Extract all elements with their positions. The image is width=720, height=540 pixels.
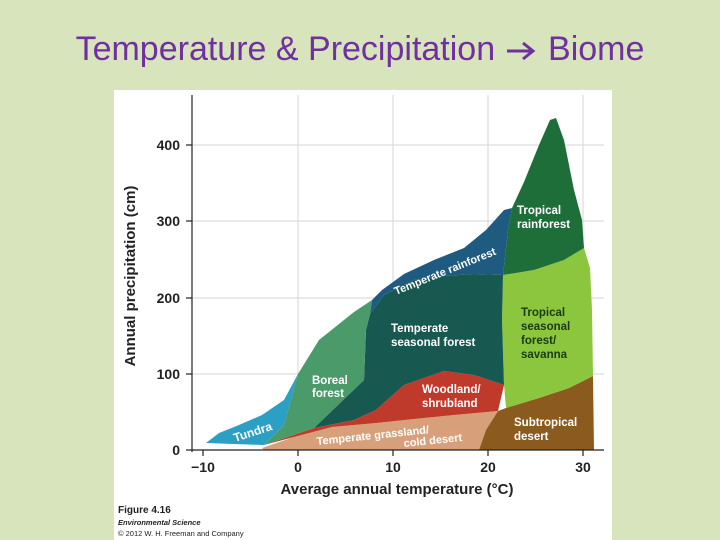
caption-book: Environmental Science — [118, 518, 201, 527]
label-tropical-seasonal-line4: savanna — [521, 349, 568, 361]
region-tropical-rainforest — [503, 118, 584, 275]
x-tick-30: 30 — [575, 459, 591, 475]
label-tropical-seasonal-line2: seasonal — [521, 321, 570, 333]
x-axis-label: Average annual temperature (°C) — [280, 481, 513, 498]
region-temperate-seasonal-forest — [314, 274, 504, 428]
label-temperate-seasonal-line1: Temperate — [391, 323, 448, 335]
x-tick-0: 0 — [294, 459, 302, 475]
label-boreal-line1: Boreal — [312, 375, 348, 387]
region-subtropical-desert — [479, 376, 594, 450]
x-tick-20: 20 — [480, 459, 496, 475]
y-axis-label: Annual precipitation (cm) — [122, 186, 139, 367]
region-boreal-forest — [264, 300, 372, 445]
y-tick-100: 100 — [157, 366, 181, 382]
y-tick-300: 300 — [157, 213, 181, 229]
label-boreal-line2: forest — [312, 388, 344, 400]
caption-figure-number: Figure 4.16 — [118, 505, 171, 516]
label-tropical-rainforest-line2: rainforest — [517, 219, 570, 231]
label-woodland-line1: Woodland/ — [422, 384, 481, 396]
label-temperate-seasonal-line2: seasonal forest — [391, 337, 476, 349]
slide-title: Temperature & Precipitation Biome — [0, 30, 720, 69]
biome-diagram: 400 300 200 100 0 −10 0 10 20 30 Average… — [118, 95, 604, 538]
title-right: Biome — [548, 30, 645, 68]
biome-figure: 400 300 200 100 0 −10 0 10 20 30 Average… — [114, 90, 612, 540]
region-tropical-seasonal-forest — [502, 248, 593, 408]
label-woodland-line2: shrubland — [422, 398, 478, 410]
label-tropical-seasonal-line3: forest/ — [521, 335, 557, 347]
right-arrow-icon — [506, 41, 535, 61]
axes — [186, 95, 604, 456]
y-tick-400: 400 — [157, 137, 181, 153]
x-tick-minus10: −10 — [191, 459, 215, 475]
title-left: Temperature & Precipitation — [75, 30, 496, 68]
label-subtropical-desert-line1: Subtropical — [514, 417, 577, 429]
y-tick-0: 0 — [172, 442, 180, 458]
region-tundra — [206, 374, 298, 445]
caption-copyright: © 2012 W. H. Freeman and Company — [118, 529, 244, 538]
label-tropical-seasonal-line1: Tropical — [521, 307, 565, 319]
y-tick-200: 200 — [157, 290, 181, 306]
region-woodland-shrubland — [264, 371, 504, 445]
label-tropical-rainforest-line1: Tropical — [517, 205, 561, 217]
x-tick-10: 10 — [385, 459, 401, 475]
region-temperate-grassland — [262, 411, 498, 450]
region-temperate-rainforest — [370, 208, 512, 314]
label-subtropical-desert-line2: desert — [514, 431, 549, 443]
